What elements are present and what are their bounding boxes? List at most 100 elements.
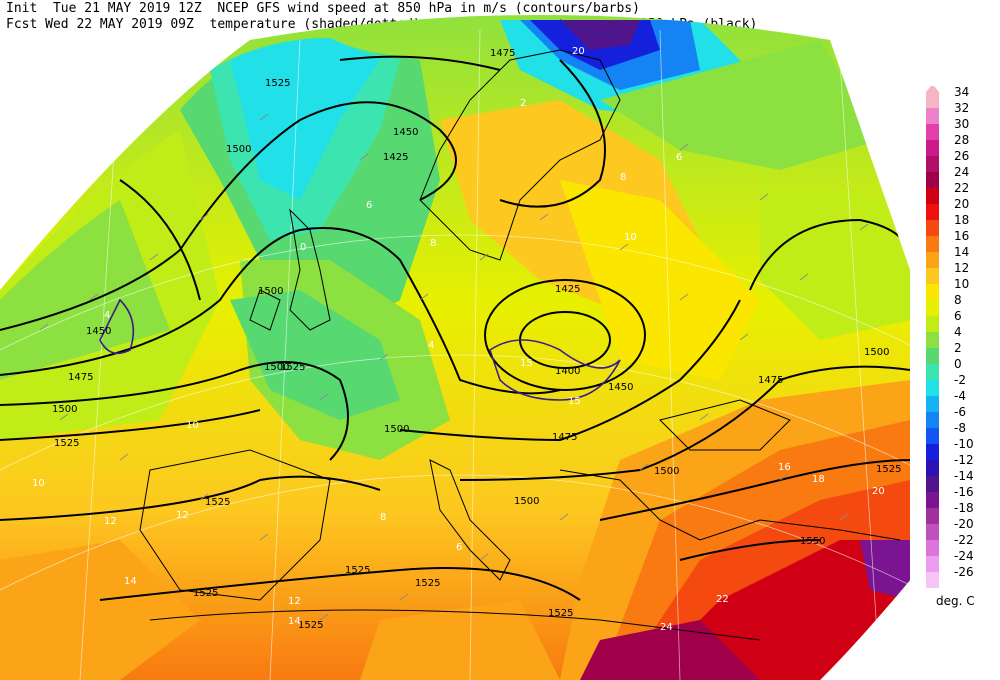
height-label: 1525: [345, 565, 370, 576]
legend-swatch: [926, 204, 939, 220]
legend-label: 2: [954, 341, 962, 355]
legend-arrow-top: [926, 86, 939, 92]
legend-swatch: [926, 460, 939, 476]
legend-label: 32: [954, 101, 969, 115]
legend-label: -10: [954, 437, 974, 451]
temp-label: 8: [430, 238, 436, 249]
legend-swatch: [926, 268, 939, 284]
legend-label: -24: [954, 549, 974, 563]
temp-label: 14: [124, 576, 137, 587]
legend-swatch: [926, 572, 939, 588]
height-label: 1500: [654, 466, 679, 477]
temp-label: 8: [620, 172, 626, 183]
temp-label: 6: [676, 152, 682, 163]
temperature-shading: [0, 15, 910, 680]
legend-swatch: [926, 380, 939, 396]
height-label: 1450: [393, 127, 418, 138]
legend-label: 10: [954, 277, 969, 291]
height-label: 1475: [758, 375, 783, 386]
height-label: 1550: [800, 536, 825, 547]
temp-label: 2: [520, 98, 526, 109]
legend-swatch: [926, 412, 939, 428]
height-label: 1475: [68, 372, 93, 383]
legend-swatch: [926, 236, 939, 252]
graticule: [0, 29, 910, 680]
wind-label: 15: [520, 358, 533, 369]
height-label: 1500: [258, 286, 283, 297]
temp-label: 6: [456, 542, 462, 553]
legend-label: 12: [954, 261, 969, 275]
legend-swatch: [926, 492, 939, 508]
height-label: 1500: [264, 362, 289, 373]
legend-swatch: [926, 556, 939, 572]
legend-swatch: [926, 444, 939, 460]
legend-label: -20: [954, 517, 974, 531]
height-label: 1500: [226, 144, 251, 155]
height-label: 1525: [415, 578, 440, 589]
temp-label: 12: [176, 510, 189, 521]
wind-barbs: [39, 113, 869, 621]
height-label: 1525: [54, 438, 79, 449]
height-label: 1525: [876, 464, 901, 475]
wind-label: 20: [572, 46, 585, 57]
wind-contours: [99, 19, 621, 401]
legend-label: -16: [954, 485, 974, 499]
title-line-init: Init Tue 21 MAY 2019 12Z NCEP GFS wind s…: [6, 1, 640, 16]
legend-label: 34: [954, 86, 969, 99]
legend-swatch: [926, 300, 939, 316]
height-label: 1450: [86, 326, 111, 337]
legend-swatch: [926, 316, 939, 332]
coastlines: [139, 49, 901, 641]
temp-label: 8: [380, 512, 386, 523]
legend-swatch: [926, 220, 939, 236]
legend-label: 14: [954, 245, 969, 259]
legend-swatch: [926, 124, 939, 140]
height-label: 1450: [608, 382, 633, 393]
height-label: 1500: [52, 404, 77, 415]
temp-label: 22: [716, 594, 729, 605]
temp-label: 4: [428, 340, 434, 351]
legend-swatch: [926, 476, 939, 492]
wind-label: 15: [568, 396, 581, 407]
legend-swatch: [926, 108, 939, 124]
legend-swatch: [926, 332, 939, 348]
legend-label: -18: [954, 501, 974, 515]
legend-label: 24: [954, 165, 969, 179]
temp-label: 10: [624, 232, 637, 243]
temp-label: 20: [872, 486, 885, 497]
legend-swatch: [926, 172, 939, 188]
legend-label: 4: [954, 325, 962, 339]
legend-label: 20: [954, 197, 969, 211]
legend-swatch: [926, 92, 939, 108]
legend-swatch: [926, 348, 939, 364]
legend-label: 0: [954, 357, 962, 371]
legend-label: 16: [954, 229, 969, 243]
legend-label: -26: [954, 565, 974, 579]
legend-label: -8: [954, 421, 966, 435]
height-label: 1525: [280, 362, 305, 373]
legend-label: 6: [954, 309, 962, 323]
legend-label: -2: [954, 373, 966, 387]
height-label: 1500: [514, 496, 539, 507]
legend-label: 22: [954, 181, 969, 195]
temp-label: 10: [186, 420, 199, 431]
height-label: 1425: [555, 284, 580, 295]
legend-swatch: [926, 524, 939, 540]
temp-label: 4: [104, 310, 110, 321]
legend-label: -22: [954, 533, 974, 547]
height-label: 1475: [490, 48, 515, 59]
legend-swatch: [926, 252, 939, 268]
height-labels: 1500 1525 1450 1475 1425 1500 1475 1500 …: [52, 48, 901, 631]
legend-label: -6: [954, 405, 966, 419]
temp-label: 24: [660, 622, 673, 633]
legend-swatch: [926, 284, 939, 300]
legend-swatch: [926, 140, 939, 156]
height-label: 1525: [265, 78, 290, 89]
legend-unit: deg. C: [936, 594, 975, 608]
temp-label: 16: [778, 462, 791, 473]
legend-label: -4: [954, 389, 966, 403]
forecast-map: 1500 1525 1450 1475 1425 1500 1475 1500 …: [0, 15, 910, 680]
temp-label: 18: [812, 474, 825, 485]
legend-label: 26: [954, 149, 969, 163]
height-label: 1525: [193, 588, 218, 599]
